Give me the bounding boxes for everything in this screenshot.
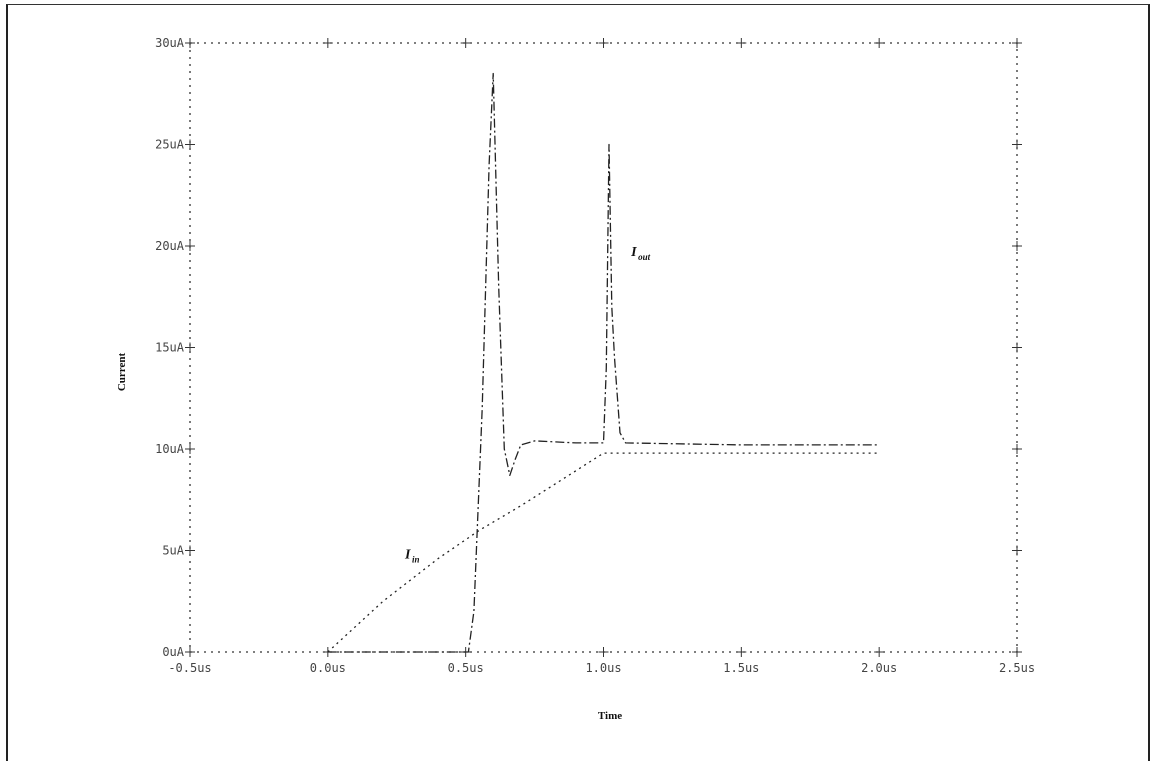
figure-frame <box>6 4 1150 761</box>
series-line-i-in <box>327 452 880 653</box>
plot-border <box>189 42 1018 653</box>
x-tick-label: 0.0us <box>310 661 346 675</box>
y-axis-title: Current <box>116 353 128 392</box>
x-tick-label: 2.5us <box>999 661 1035 675</box>
series-label-i-out: I <box>630 245 637 260</box>
y-tick-label: 5uA <box>162 544 184 558</box>
x-tick-label: 0.5us <box>448 661 484 675</box>
y-tick-label: 30uA <box>155 36 185 50</box>
x-tick-label: -0.5us <box>168 661 211 675</box>
series-lines <box>327 72 880 653</box>
series-label-i-in: I <box>404 548 411 563</box>
x-tick-label: 1.5us <box>723 661 759 675</box>
y-tick-label: 15uA <box>155 341 185 355</box>
y-tick-label: 20uA <box>155 239 185 253</box>
chart-labels: -0.5us 0.0us 0.5us 1.0us 1.5us 2.0us 2.5us 0uA 5… <box>155 36 1035 675</box>
tick-marks <box>185 38 1022 657</box>
series-label-sub-i-out: out <box>638 252 651 262</box>
y-tick-label: 10uA <box>155 442 185 456</box>
x-axis-title: Time <box>598 710 622 722</box>
series-label-sub-i-in: in <box>412 555 420 565</box>
plot-axes <box>189 42 1018 653</box>
x-tick-label: 1.0us <box>585 661 621 675</box>
x-tick-label: 2.0us <box>861 661 897 675</box>
y-tick-label: 25uA <box>155 138 185 152</box>
y-tick-label: 0uA <box>162 645 184 659</box>
series-line-i-out <box>327 72 880 653</box>
